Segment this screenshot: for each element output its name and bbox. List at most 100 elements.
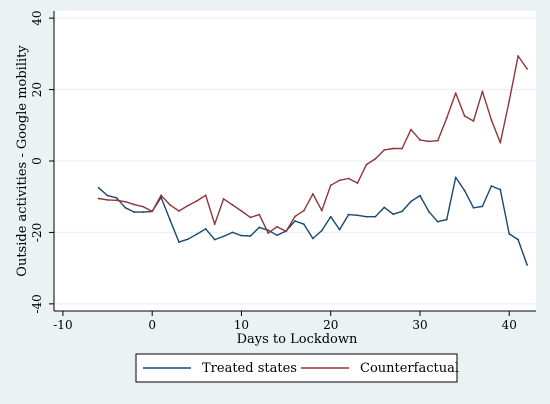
data-point bbox=[169, 204, 171, 206]
data-point bbox=[186, 204, 189, 207]
data-point bbox=[383, 206, 386, 209]
x-tick-label: 30 bbox=[412, 318, 427, 332]
x-tick-label: 10 bbox=[234, 318, 249, 332]
data-point bbox=[124, 206, 127, 209]
data-point bbox=[508, 100, 511, 102]
data-point bbox=[106, 194, 109, 197]
data-point bbox=[204, 227, 207, 230]
data-point bbox=[356, 214, 359, 217]
data-point bbox=[267, 232, 270, 235]
data-point bbox=[276, 225, 279, 228]
data-point bbox=[303, 223, 305, 226]
data-point bbox=[463, 115, 466, 117]
y-tick-label: 20 bbox=[30, 82, 44, 97]
data-point bbox=[195, 233, 198, 236]
data-point bbox=[329, 184, 332, 187]
data-point bbox=[517, 55, 520, 57]
data-point bbox=[499, 188, 502, 191]
x-tick-label: -10 bbox=[53, 318, 72, 332]
data-point bbox=[427, 210, 430, 213]
data-point bbox=[410, 200, 412, 203]
data-point bbox=[392, 213, 395, 216]
data-point bbox=[276, 234, 279, 237]
data-point bbox=[427, 140, 430, 143]
data-point bbox=[231, 231, 234, 234]
data-point bbox=[213, 223, 216, 226]
data-point bbox=[356, 182, 359, 185]
data-point bbox=[169, 219, 171, 221]
y-tick-label: 0 bbox=[30, 157, 44, 165]
x-tick-label: 20 bbox=[323, 318, 338, 332]
y-tick-label: -20 bbox=[30, 223, 44, 242]
data-point bbox=[338, 228, 341, 231]
data-point bbox=[178, 241, 180, 243]
data-point bbox=[303, 209, 305, 212]
data-point bbox=[401, 147, 404, 150]
data-point bbox=[445, 117, 448, 120]
data-point bbox=[222, 235, 225, 238]
data-point bbox=[222, 197, 225, 200]
data-point bbox=[311, 237, 314, 240]
data-point bbox=[213, 238, 216, 241]
data-point bbox=[517, 238, 520, 241]
data-point bbox=[445, 218, 448, 221]
data-point bbox=[401, 210, 404, 213]
data-point bbox=[481, 90, 484, 93]
data-point bbox=[499, 141, 502, 144]
data-point bbox=[374, 157, 377, 160]
x-axis-title: Days to Lockdown bbox=[237, 332, 358, 347]
data-point bbox=[410, 128, 412, 131]
data-point bbox=[249, 216, 252, 219]
data-point bbox=[320, 209, 323, 212]
y-tick-label: 40 bbox=[30, 11, 44, 26]
data-point bbox=[258, 213, 261, 216]
data-point bbox=[258, 226, 261, 229]
data-point bbox=[374, 215, 377, 218]
data-point bbox=[142, 205, 145, 208]
data-point bbox=[338, 179, 341, 182]
data-point bbox=[178, 210, 180, 212]
data-point bbox=[285, 230, 287, 233]
data-point bbox=[365, 215, 368, 218]
data-point bbox=[115, 196, 118, 199]
data-point bbox=[490, 185, 493, 187]
data-point bbox=[142, 211, 145, 213]
data-point bbox=[124, 200, 127, 203]
data-point bbox=[419, 139, 421, 141]
data-point bbox=[133, 203, 136, 206]
data-point bbox=[106, 199, 109, 201]
x-tick-label: 0 bbox=[148, 318, 156, 332]
data-point bbox=[508, 232, 511, 235]
data-point bbox=[151, 210, 154, 213]
data-point bbox=[383, 149, 386, 151]
data-point bbox=[347, 177, 350, 180]
data-point bbox=[311, 192, 314, 195]
data-point bbox=[347, 213, 350, 216]
data-point bbox=[329, 215, 332, 218]
legend-label: Treated states bbox=[202, 361, 297, 376]
data-point bbox=[240, 210, 243, 212]
data-point bbox=[419, 194, 421, 197]
data-point bbox=[454, 92, 457, 95]
data-point bbox=[481, 205, 484, 208]
data-point bbox=[186, 238, 189, 241]
data-point bbox=[472, 206, 475, 209]
data-point bbox=[320, 229, 323, 232]
data-point bbox=[231, 204, 234, 206]
data-point bbox=[294, 220, 296, 222]
data-point bbox=[97, 197, 100, 200]
y-tick-label: -40 bbox=[30, 294, 44, 313]
data-point bbox=[436, 220, 439, 223]
data-point bbox=[454, 176, 457, 179]
data-point bbox=[490, 119, 493, 121]
data-point bbox=[392, 147, 395, 150]
data-point bbox=[249, 235, 252, 237]
x-tick-label: 40 bbox=[502, 318, 517, 332]
data-point bbox=[115, 199, 118, 202]
data-point bbox=[526, 67, 528, 70]
data-point bbox=[195, 200, 198, 202]
data-point bbox=[160, 194, 163, 197]
data-point bbox=[204, 194, 207, 197]
